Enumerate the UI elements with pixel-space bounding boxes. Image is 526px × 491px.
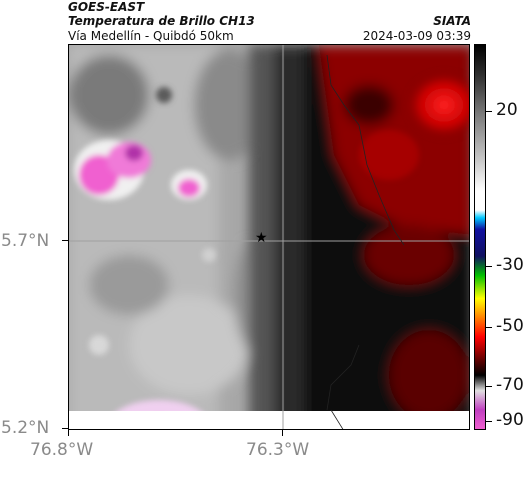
datetime-label: 2024-03-09 03:39 <box>362 29 471 43</box>
colorbar-label: -30 <box>496 255 524 275</box>
colorbar-tick <box>486 386 492 387</box>
y-tick-mark <box>62 428 68 429</box>
map-image <box>69 45 469 429</box>
product-title: Temperatura de Brillo CH13 <box>68 14 255 28</box>
colorbar-label: -90 <box>496 410 524 430</box>
colorbar-tick <box>486 111 492 112</box>
y-tick-label: 5.2°N <box>1 418 50 438</box>
colorbar-tick <box>486 421 492 422</box>
colorbar-label: -50 <box>496 316 524 336</box>
organization-label: SIATA <box>433 14 471 28</box>
region-subtitle: Vía Medellín - Quibdó 50km <box>68 29 234 43</box>
colorbar-label: 20 <box>496 100 518 120</box>
y-tick-label: 5.7°N <box>1 231 50 251</box>
satellite-title: GOES-EAST <box>68 0 145 14</box>
colorbar-label: -70 <box>496 375 524 395</box>
x-tick-mark <box>68 430 69 436</box>
temperature-colorbar <box>474 44 486 430</box>
satellite-map[interactable]: ★ <box>68 44 470 430</box>
colorbar-tick <box>486 327 492 328</box>
colorbar-tick <box>486 266 492 267</box>
location-star-icon: ★ <box>255 230 268 246</box>
x-tick-label: 76.8°W <box>30 440 94 460</box>
x-tick-label: 76.3°W <box>246 440 310 460</box>
x-tick-mark <box>282 430 283 436</box>
y-tick-mark <box>62 240 68 241</box>
